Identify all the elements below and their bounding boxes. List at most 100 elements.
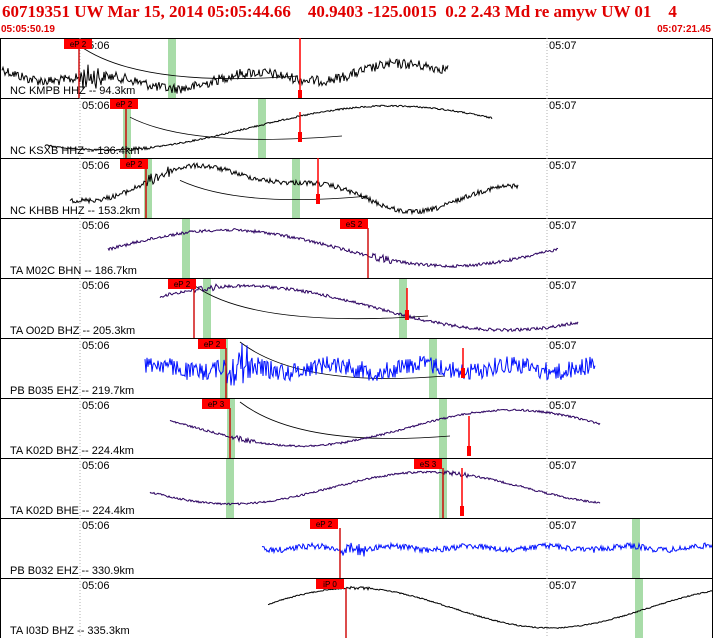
trace-panel[interactable]: 05:06 05:07 iP 0 TA I03D BHZ -- 335.3km	[0, 578, 713, 638]
waveform-trace[interactable]	[261, 541, 713, 557]
time-start-label: 05:05:50.19	[1, 24, 55, 35]
envelope-curve	[179, 180, 369, 201]
waveform-trace[interactable]	[169, 408, 601, 448]
trace-panel[interactable]: 05:06 05:07 eS 2 TA M02C BHN -- 186.7km	[0, 218, 713, 279]
time-window-band	[399, 279, 407, 338]
envelope-curve	[239, 401, 451, 439]
time-window-band	[203, 279, 211, 338]
phase-pick-label: eP 2	[116, 100, 133, 109]
envelope-curve	[79, 45, 299, 80]
station-label: NC KSXB HHZ -- 136.4km	[10, 145, 140, 157]
time-window-band	[439, 399, 447, 458]
station-label: TA K02D BHZ -- 224.4km	[10, 445, 134, 457]
time-window-band	[123, 99, 131, 158]
minute-label: 05:06	[82, 400, 110, 412]
trace-panel[interactable]: 05:06 05:07 eP 2 PB B032 EHZ -- 330.9km	[0, 518, 713, 579]
minute-label: 05:07	[549, 340, 577, 352]
time-window-band	[168, 39, 176, 98]
minute-label: 05:07	[549, 520, 577, 532]
envelope-curve	[239, 341, 446, 379]
minute-label: 05:07	[549, 460, 577, 472]
minute-label: 05:07	[549, 160, 577, 172]
minute-label: 05:07	[549, 40, 577, 52]
waveform-trace[interactable]	[44, 104, 493, 152]
amplitude-marker-head	[298, 132, 302, 142]
waveform-trace[interactable]	[144, 343, 596, 386]
trace-panel[interactable]: 05:06 05:07 eP 2 TA O02D BHZ -- 205.3km	[0, 278, 713, 339]
minute-label: 05:06	[82, 520, 110, 532]
amplitude-marker-head	[316, 194, 320, 204]
minute-label: 05:07	[549, 100, 577, 112]
trace-panel[interactable]: 05:06 05:07 eP 2 NC KSXB HHZ -- 136.4km	[0, 98, 713, 159]
time-window-band	[226, 459, 234, 518]
panel-frame	[0, 278, 713, 339]
amplitude-marker-head	[405, 310, 409, 320]
station-label: NC KMPB HHZ -- 94.3km	[10, 85, 135, 97]
amplitude-marker-head	[461, 368, 465, 378]
minute-label: 05:06	[82, 220, 110, 232]
waveform-trace[interactable]	[69, 162, 519, 216]
phase-pick-box[interactable]	[198, 339, 226, 349]
minute-label: 05:06	[82, 280, 110, 292]
waveform-trace[interactable]	[149, 469, 601, 506]
time-end-label: 05:07:21.45	[657, 24, 711, 35]
minute-label: 05:07	[549, 220, 577, 232]
phase-pick-box[interactable]	[316, 579, 344, 589]
time-window-band	[292, 159, 300, 218]
trace-panel[interactable]: 05:06 05:07 eS 3 TA K02D BHE -- 224.4km	[0, 458, 713, 519]
phase-pick-label: eP 2	[316, 520, 333, 529]
minute-label: 05:06	[82, 160, 110, 172]
envelope-curve	[194, 285, 429, 320]
station-label: TA O02D BHZ -- 205.3km	[10, 325, 135, 337]
station-label: TA I03D BHZ -- 335.3km	[10, 625, 130, 637]
panel-frame	[0, 158, 713, 219]
phase-pick-box[interactable]	[64, 39, 92, 49]
phase-pick-box[interactable]	[110, 99, 138, 109]
phase-pick-label: eP 2	[174, 280, 191, 289]
phase-pick-label: iP 0	[323, 580, 337, 589]
phase-pick-box[interactable]	[340, 219, 368, 229]
seismogram-plot[interactable]: 05:06 05:07 eP 2 NC KMPB HHZ -- 94.3km 05:06…	[0, 38, 713, 638]
amplitude-marker-head	[460, 506, 464, 516]
panel-frame	[0, 38, 713, 99]
phase-pick-box[interactable]	[120, 159, 148, 169]
time-window-band	[227, 399, 235, 458]
waveform-trace[interactable]	[1, 57, 449, 94]
phase-pick-box[interactable]	[168, 279, 196, 289]
time-window-band	[258, 99, 266, 158]
minute-label: 05:07	[549, 400, 577, 412]
time-window-band	[182, 219, 190, 278]
minute-label: 05:07	[549, 580, 577, 592]
time-window-band	[635, 579, 643, 638]
event-header: 60719351 UW Mar 15, 2014 05:05:44.66 40.…	[0, 0, 713, 38]
trace-panel[interactable]: 05:06 05:07 eP 2 PB B035 EHZ -- 219.7km	[0, 338, 713, 399]
phase-pick-box[interactable]	[202, 399, 230, 409]
time-window-band	[144, 159, 152, 218]
phase-pick-box[interactable]	[310, 519, 338, 529]
trace-panel[interactable]: 05:06 05:07 eP 2 NC KHBB HHZ -- 153.2km	[0, 158, 713, 219]
trace-panel[interactable]: 05:06 05:07 eP 3 TA K02D BHZ -- 224.4km	[0, 398, 713, 459]
event-title: 60719351 UW Mar 15, 2014 05:05:44.66 40.…	[2, 2, 677, 21]
phase-pick-label: eS 3	[420, 460, 437, 469]
phase-pick-label: eP 2	[70, 40, 87, 49]
waveform-trace[interactable]	[107, 228, 559, 269]
minute-label: 05:06	[82, 580, 110, 592]
minute-label: 05:06	[82, 340, 110, 352]
station-label: TA K02D BHE -- 224.4km	[10, 505, 135, 517]
station-label: PB B035 EHZ -- 219.7km	[10, 385, 134, 397]
time-window-band	[220, 339, 228, 398]
phase-pick-label: eP 3	[208, 400, 225, 409]
station-label: NC KHBB HHZ -- 153.2km	[10, 205, 140, 217]
waveform-trace[interactable]	[159, 283, 579, 333]
station-label: PB B032 EHZ -- 330.9km	[10, 565, 134, 577]
phase-pick-label: eP 2	[204, 340, 221, 349]
amplitude-marker-head	[467, 446, 471, 456]
minute-label: 05:06	[82, 460, 110, 472]
phase-pick-label: eS 2	[346, 220, 363, 229]
amplitude-marker-head	[298, 90, 302, 100]
phase-pick-label: eP 2	[126, 160, 143, 169]
minute-label: 05:07	[549, 280, 577, 292]
panel-frame	[0, 458, 713, 519]
phase-pick-box[interactable]	[414, 459, 442, 469]
